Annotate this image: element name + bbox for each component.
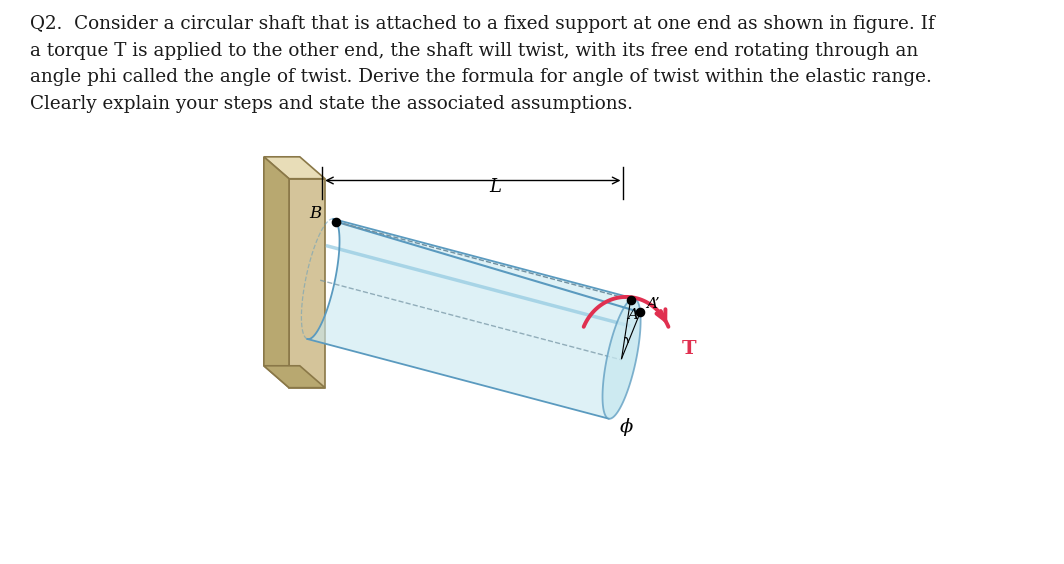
Point <box>328 217 345 226</box>
Text: A: A <box>627 309 638 323</box>
Text: Q2.  Consider a circular shaft that is attached to a fixed support at one end as: Q2. Consider a circular shaft that is at… <box>30 15 935 113</box>
Point <box>622 295 639 304</box>
Polygon shape <box>602 298 641 418</box>
Polygon shape <box>264 157 289 387</box>
Text: ϕ: ϕ <box>619 418 633 437</box>
Text: B: B <box>310 205 321 222</box>
Polygon shape <box>264 157 325 179</box>
Text: L: L <box>489 178 501 196</box>
Point <box>632 308 649 317</box>
Text: A’: A’ <box>647 297 660 311</box>
Text: T: T <box>682 340 697 358</box>
Polygon shape <box>264 366 325 387</box>
Polygon shape <box>307 219 641 418</box>
Polygon shape <box>289 179 325 387</box>
